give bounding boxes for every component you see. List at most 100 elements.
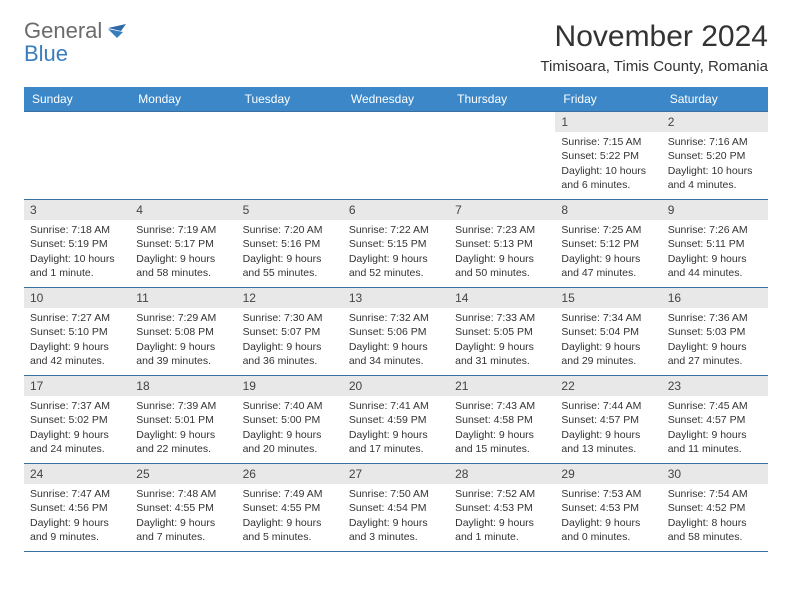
location: Timisoara, Timis County, Romania [540,58,768,75]
calendar-cell: 26Sunrise: 7:49 AMSunset: 4:55 PMDayligh… [237,464,343,552]
calendar-cell: 15Sunrise: 7:34 AMSunset: 5:04 PMDayligh… [555,288,661,376]
day-number: 30 [662,464,768,484]
sunset-text: Sunset: 4:55 PM [243,501,337,515]
day-number: 14 [449,288,555,308]
calendar-cell [343,112,449,200]
sunrise-text: Sunrise: 7:44 AM [561,399,655,413]
calendar-cell: 8Sunrise: 7:25 AMSunset: 5:12 PMDaylight… [555,200,661,288]
calendar-row: 17Sunrise: 7:37 AMSunset: 5:02 PMDayligh… [24,376,768,464]
calendar-cell: 7Sunrise: 7:23 AMSunset: 5:13 PMDaylight… [449,200,555,288]
day-number: 10 [24,288,130,308]
sunset-text: Sunset: 5:19 PM [30,237,124,251]
daylight1-text: Daylight: 10 hours [561,164,655,178]
daylight1-text: Daylight: 9 hours [136,428,230,442]
sunrise-text: Sunrise: 7:53 AM [561,487,655,501]
calendar-cell [237,112,343,200]
day-number: 18 [130,376,236,396]
day-number [24,112,130,116]
weekday-header: Wednesday [343,87,449,112]
daylight2-text: and 29 minutes. [561,354,655,368]
calendar-cell: 27Sunrise: 7:50 AMSunset: 4:54 PMDayligh… [343,464,449,552]
daylight2-text: and 5 minutes. [243,530,337,544]
calendar-cell: 29Sunrise: 7:53 AMSunset: 4:53 PMDayligh… [555,464,661,552]
sunset-text: Sunset: 4:59 PM [349,413,443,427]
day-number [449,112,555,116]
sunset-text: Sunset: 5:08 PM [136,325,230,339]
month-title: November 2024 [540,20,768,54]
daylight1-text: Daylight: 9 hours [561,340,655,354]
logo-word-2: Blue [24,41,68,66]
sunrise-text: Sunrise: 7:22 AM [349,223,443,237]
sunrise-text: Sunrise: 7:43 AM [455,399,549,413]
daylight1-text: Daylight: 9 hours [243,252,337,266]
calendar-cell: 16Sunrise: 7:36 AMSunset: 5:03 PMDayligh… [662,288,768,376]
sunrise-text: Sunrise: 7:20 AM [243,223,337,237]
sunset-text: Sunset: 5:12 PM [561,237,655,251]
sunset-text: Sunset: 5:15 PM [349,237,443,251]
calendar-cell: 9Sunrise: 7:26 AMSunset: 5:11 PMDaylight… [662,200,768,288]
calendar-cell [130,112,236,200]
daylight1-text: Daylight: 9 hours [455,340,549,354]
sunrise-text: Sunrise: 7:15 AM [561,135,655,149]
calendar-cell: 24Sunrise: 7:47 AMSunset: 4:56 PMDayligh… [24,464,130,552]
day-number: 2 [662,112,768,132]
daylight1-text: Daylight: 9 hours [136,340,230,354]
sunrise-text: Sunrise: 7:25 AM [561,223,655,237]
sunrise-text: Sunrise: 7:26 AM [668,223,762,237]
header: General Blue November 2024 Timisoara, Ti… [24,20,768,75]
sunrise-text: Sunrise: 7:34 AM [561,311,655,325]
daylight1-text: Daylight: 9 hours [30,428,124,442]
daylight2-text: and 13 minutes. [561,442,655,456]
day-number: 3 [24,200,130,220]
daylight2-text: and 15 minutes. [455,442,549,456]
sunset-text: Sunset: 4:57 PM [668,413,762,427]
daylight2-text: and 44 minutes. [668,266,762,280]
daylight2-text: and 27 minutes. [668,354,762,368]
sunset-text: Sunset: 5:01 PM [136,413,230,427]
title-block: November 2024 Timisoara, Timis County, R… [540,20,768,75]
day-number: 16 [662,288,768,308]
calendar-cell: 12Sunrise: 7:30 AMSunset: 5:07 PMDayligh… [237,288,343,376]
daylight2-text: and 31 minutes. [455,354,549,368]
calendar-cell [24,112,130,200]
day-number [130,112,236,116]
sunrise-text: Sunrise: 7:36 AM [668,311,762,325]
day-number: 23 [662,376,768,396]
calendar-cell: 18 Sunrise: 7:39 AMSunset: 5:01 PMDayligh… [130,376,236,464]
day-number: 7 [449,200,555,220]
sunset-text: Sunset: 5:04 PM [561,325,655,339]
sunrise-text: Sunrise: 7:39 AM [136,399,230,413]
daylight2-text: and 36 minutes. [243,354,337,368]
logo-word-1: General [24,18,102,43]
sunset-text: Sunset: 4:58 PM [455,413,549,427]
logo: General Blue [24,20,134,66]
daylight1-text: Daylight: 9 hours [243,428,337,442]
daylight2-text: and 6 minutes. [561,178,655,192]
calendar-table: SundayMondayTuesdayWednesdayThursdayFrid… [24,87,768,552]
calendar-cell: 10Sunrise: 7:27 AMSunset: 5:10 PMDayligh… [24,288,130,376]
daylight1-text: Daylight: 9 hours [668,340,762,354]
sunrise-text: Sunrise: 7:18 AM [30,223,124,237]
sunset-text: Sunset: 5:16 PM [243,237,337,251]
sunrise-text: Sunrise: 7:16 AM [668,135,762,149]
day-number: 13 [343,288,449,308]
day-number: 9 [662,200,768,220]
day-number: 12 [237,288,343,308]
daylight2-text: and 17 minutes. [349,442,443,456]
calendar-row: 1Sunrise: 7:15 AMSunset: 5:22 PMDaylight… [24,112,768,200]
day-number: 25 [130,464,236,484]
calendar-cell: 14Sunrise: 7:33 AMSunset: 5:05 PMDayligh… [449,288,555,376]
sunrise-text: Sunrise: 7:19 AM [136,223,230,237]
sunset-text: Sunset: 5:06 PM [349,325,443,339]
daylight1-text: Daylight: 8 hours [668,516,762,530]
daylight1-text: Daylight: 9 hours [30,516,124,530]
sunset-text: Sunset: 4:54 PM [349,501,443,515]
calendar-cell: 11Sunrise: 7:29 AMSunset: 5:08 PMDayligh… [130,288,236,376]
calendar-cell: 19Sunrise: 7:40 AMSunset: 5:00 PMDayligh… [237,376,343,464]
calendar-cell: 28Sunrise: 7:52 AMSunset: 4:53 PMDayligh… [449,464,555,552]
sunrise-text: Sunrise: 7:30 AM [243,311,337,325]
daylight1-text: Daylight: 9 hours [349,428,443,442]
day-number: 20 [343,376,449,396]
day-number: 5 [237,200,343,220]
calendar-cell: 17Sunrise: 7:37 AMSunset: 5:02 PMDayligh… [24,376,130,464]
